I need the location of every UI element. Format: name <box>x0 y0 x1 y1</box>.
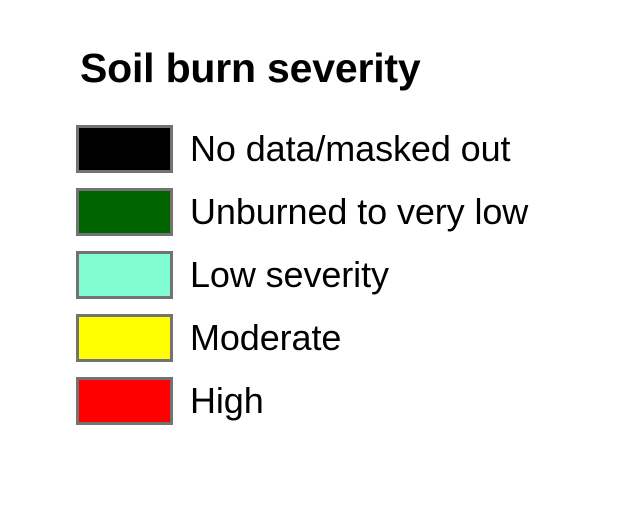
color-swatch-unburned-to-very-low <box>76 188 173 236</box>
legend-label-moderate: Moderate <box>190 317 342 358</box>
legend-item-list: No data/masked out Unburned to very low … <box>0 125 628 425</box>
legend-label-low-severity: Low severity <box>190 254 389 295</box>
color-swatch-high <box>76 377 173 425</box>
legend-item-unburned-to-very-low: Unburned to very low <box>0 188 628 236</box>
legend-label-unburned-to-very-low: Unburned to very low <box>190 191 529 232</box>
legend-item-no-data-masked-out: No data/masked out <box>0 125 628 173</box>
color-swatch-no-data-masked-out <box>76 125 173 173</box>
legend-item-moderate: Moderate <box>0 314 628 362</box>
legend-label-high: High <box>190 380 264 421</box>
color-swatch-moderate <box>76 314 173 362</box>
legend-label-no-data-masked-out: No data/masked out <box>190 128 511 169</box>
legend-item-high: High <box>0 377 628 425</box>
color-swatch-low-severity <box>76 251 173 299</box>
legend-title: Soil burn severity <box>80 45 421 91</box>
legend-item-low-severity: Low severity <box>0 251 628 299</box>
